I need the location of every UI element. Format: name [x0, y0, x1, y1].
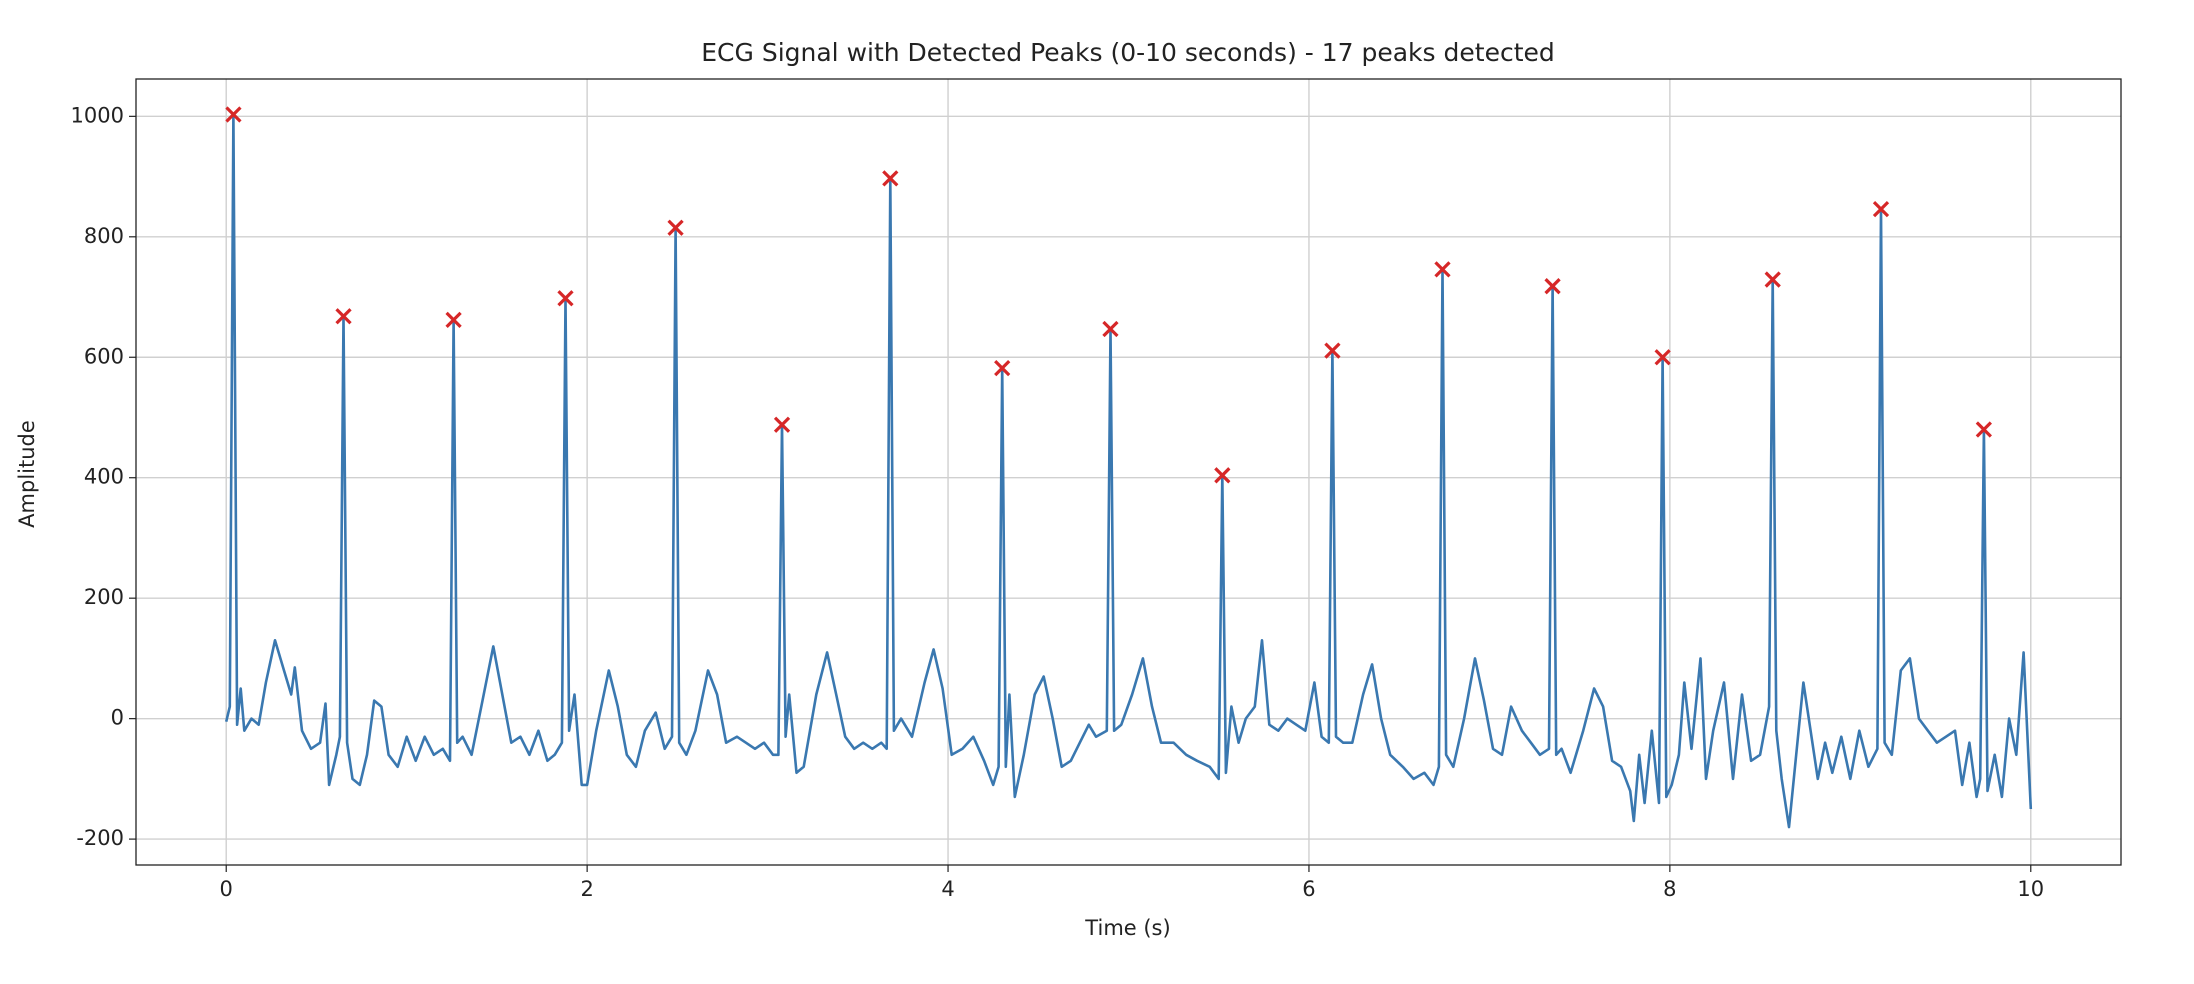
x-tick-label: 2 — [580, 877, 593, 901]
peak-marker — [445, 311, 462, 329]
ecg-line — [224, 113, 2033, 829]
y-tick-label: 400 — [84, 465, 124, 489]
x-tick-label: 8 — [1663, 877, 1676, 901]
peak-marker — [1102, 320, 1119, 338]
peak-marker — [225, 106, 242, 123]
y-tick-label: 1000 — [71, 103, 124, 127]
y-tick-label: 0 — [111, 706, 124, 730]
peak-marker — [1654, 349, 1671, 366]
peak-marker — [1764, 271, 1781, 288]
y-tick-label: 800 — [84, 224, 124, 248]
peak-marker — [335, 308, 352, 325]
peak-marker — [994, 359, 1011, 377]
x-tick-label: 6 — [1302, 877, 1315, 901]
plot-frame — [135, 78, 2122, 866]
x-axis-label: Time (s) — [1084, 916, 1170, 940]
y-axis-label: Amplitude — [15, 420, 39, 528]
x-tick-label: 0 — [220, 877, 233, 901]
y-tick-label: 600 — [84, 344, 124, 368]
peak-marker — [1872, 200, 1890, 218]
y-tick-label: -200 — [76, 826, 124, 850]
peak-marker — [773, 416, 791, 433]
chart-title: ECG Signal with Detected Peaks (0-10 sec… — [701, 38, 1555, 67]
peak-marker — [1214, 467, 1231, 484]
y-tick-label: 200 — [84, 585, 124, 609]
peak-marker — [1975, 421, 1992, 438]
peak-marker — [1324, 342, 1341, 359]
peak-marker — [882, 170, 899, 187]
peak-marker — [1544, 278, 1561, 295]
peak-marker — [1434, 261, 1451, 278]
x-tick-label: 10 — [2017, 877, 2044, 901]
x-tick-label: 4 — [941, 877, 954, 901]
peak-marker — [557, 290, 574, 307]
peak-marker — [667, 219, 684, 236]
